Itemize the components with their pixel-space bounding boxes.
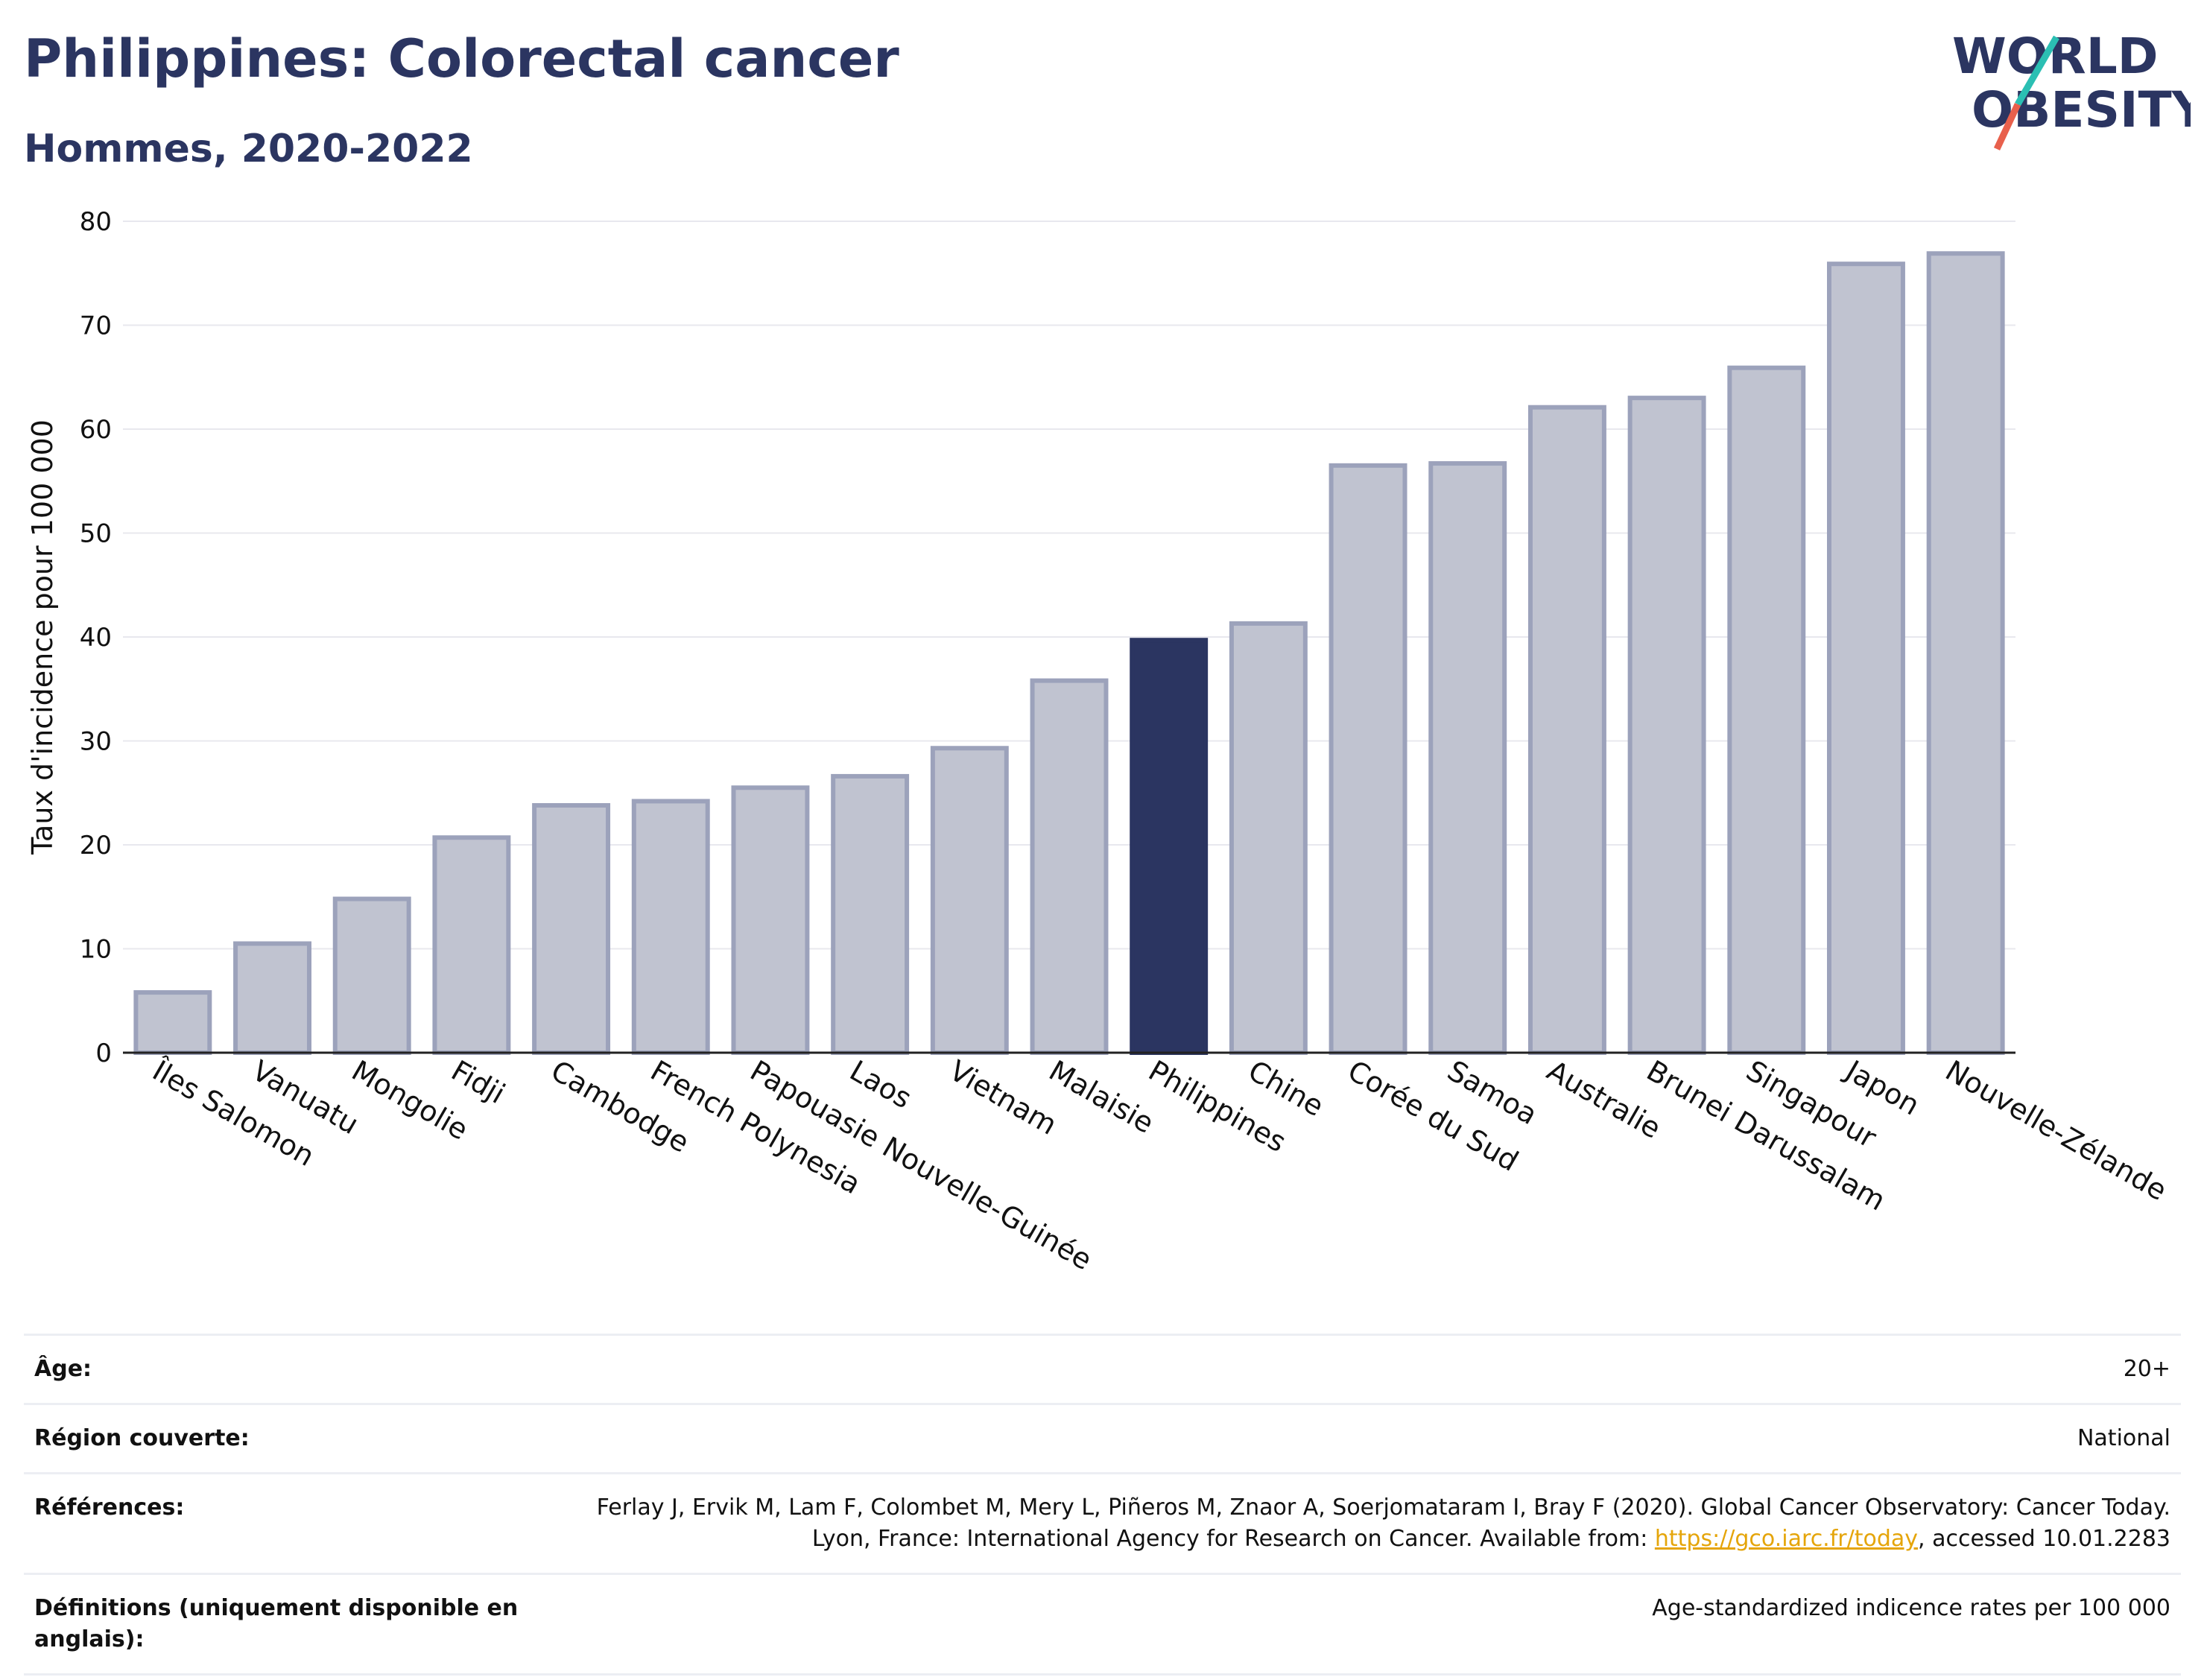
chart-subtitle: Hommes, 2020-2022 <box>24 127 473 171</box>
meta-region-value: National <box>536 1403 2181 1474</box>
bar <box>1527 405 1606 1055</box>
y-tick-label: 60 <box>80 415 112 445</box>
x-tick-label: Nouvelle-Zélande <box>1940 1054 2173 1207</box>
y-tick-label: 80 <box>80 207 112 237</box>
y-tick-label: 20 <box>80 831 112 860</box>
references-link[interactable]: https://gco.iarc.fr/today <box>1654 1526 1919 1552</box>
bar <box>1229 621 1308 1055</box>
bar <box>233 941 311 1056</box>
y-tick-label: 70 <box>80 311 112 341</box>
x-tick-label: Malaisie <box>1044 1054 1160 1140</box>
bar-chart: 0 10 20 30 40 50 60 70 80 Taux d'incidence pour 1… <box>26 207 2173 1276</box>
bar <box>631 799 710 1056</box>
x-tick-label: Laos <box>844 1054 917 1115</box>
x-tick-label: Fidji <box>446 1054 510 1111</box>
bar <box>1827 261 1905 1056</box>
x-tick-label: Vietnam <box>944 1054 1063 1141</box>
meta-age-value: 20+ <box>536 1334 2181 1405</box>
logo-slash-teal <box>2015 35 2059 107</box>
references-text: Ferlay J, Ervik M, Lam F, Colombet M, Me… <box>596 1494 2170 1552</box>
bar <box>1926 251 2005 1055</box>
bar <box>930 746 1009 1055</box>
meta-row-region: Région couverte: National <box>24 1403 2181 1474</box>
meta-age-label: Âge: <box>24 1334 536 1405</box>
bar <box>532 802 611 1055</box>
bar <box>1627 396 1706 1055</box>
references-accessed: , accessed 10.01.2283 <box>1918 1526 2170 1552</box>
meta-row-definitions: Définitions (uniquement disponible en an… <box>24 1573 2181 1676</box>
bar <box>831 773 910 1056</box>
bar <box>432 835 511 1055</box>
y-tick-label: 10 <box>80 935 112 965</box>
bar <box>1727 365 1806 1055</box>
x-tick-label: Corée du Sud <box>1343 1054 1524 1178</box>
logo-slash-red <box>1993 103 2021 150</box>
y-tick-label: 40 <box>80 623 112 653</box>
bar <box>1428 461 1507 1055</box>
x-tick-label: Australie <box>1542 1054 1667 1145</box>
bar <box>332 896 411 1056</box>
meta-region-label: Région couverte: <box>24 1403 536 1474</box>
world-obesity-logo: WORLD OBESITY <box>1952 28 2191 150</box>
y-tick-label: 0 <box>95 1039 112 1068</box>
bar <box>1030 678 1109 1056</box>
y-tick-label: 50 <box>80 519 112 549</box>
meta-references-value: Ferlay J, Ervik M, Lam F, Colombet M, Me… <box>536 1472 2181 1575</box>
meta-definitions-value: Age-standardized indicence rates per 100… <box>536 1573 2181 1676</box>
bar <box>731 785 810 1056</box>
bar <box>1329 463 1407 1055</box>
meta-row-references: Références: Ferlay J, Ervik M, Lam F, Co… <box>24 1472 2181 1575</box>
meta-references-label: Références: <box>24 1472 536 1575</box>
bar <box>1130 638 1209 1055</box>
y-tick-label: 30 <box>80 727 112 757</box>
y-axis-label: Taux d'incidence pour 100 000 <box>26 419 59 855</box>
meta-row-age: Âge: 20+ <box>24 1334 2181 1405</box>
chart-title: Philippines: Colorectal cancer <box>24 28 899 89</box>
meta-definitions-label: Définitions (uniquement disponible en an… <box>24 1573 536 1676</box>
metadata-table: Âge: 20+ Région couverte: National Référ… <box>24 1334 2181 1676</box>
bar <box>133 990 212 1055</box>
